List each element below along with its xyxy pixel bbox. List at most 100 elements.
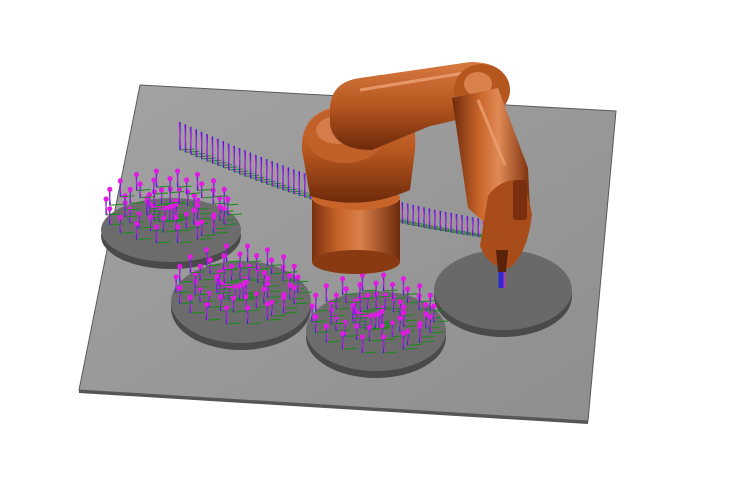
frame-point [405, 328, 411, 334]
frame-point [405, 286, 411, 292]
frame-point [117, 178, 123, 184]
frame-point [199, 181, 205, 187]
frame-axis [361, 274, 364, 292]
frame-axis [356, 338, 371, 341]
frame-axis [159, 220, 174, 223]
frame-point [382, 292, 388, 299]
frame-point [397, 299, 403, 305]
frame-point [151, 177, 157, 183]
frame-axis [419, 340, 434, 343]
frame-axis [254, 154, 258, 181]
frame-point [173, 214, 179, 220]
frame-point [207, 257, 213, 263]
frame-axis [108, 208, 112, 225]
frame-axis [200, 278, 215, 281]
frame-axis [178, 266, 182, 283]
frame-axis [206, 264, 221, 267]
frame-point [380, 334, 387, 340]
frame-axis [289, 288, 304, 291]
frame-axis [186, 226, 201, 229]
frame-point [203, 301, 210, 307]
frame-axis [108, 189, 112, 206]
frame-point [218, 294, 224, 300]
frame-point [195, 197, 201, 203]
frame-axis [385, 307, 400, 310]
frame-point [225, 196, 231, 202]
frame-axis [256, 268, 271, 271]
frame-axis [220, 309, 235, 312]
frame-axis [315, 331, 330, 334]
frame-point [197, 285, 203, 291]
disc-3 [306, 291, 446, 378]
frame-axis [211, 136, 214, 164]
frame-point [269, 299, 275, 305]
frame-point [197, 263, 203, 269]
frame-axis [177, 241, 192, 244]
frame-axis [425, 326, 441, 329]
table-edge [79, 390, 588, 424]
frame-axis [169, 191, 185, 194]
frame-point [339, 330, 346, 336]
frame-axis [232, 145, 236, 173]
frame-point [177, 263, 183, 269]
frame-axis [155, 171, 158, 188]
frame-axis [341, 333, 344, 350]
frame-axis [326, 300, 341, 303]
frame-point [366, 324, 373, 330]
frame-point [390, 281, 396, 288]
frame-axis [212, 217, 216, 234]
frame-axis [226, 198, 230, 216]
frame-axis [455, 214, 459, 234]
frame-axis [209, 305, 224, 308]
frame-point [400, 276, 407, 282]
frame-point [264, 247, 271, 253]
frame-point [291, 285, 297, 291]
frame-axis [276, 163, 280, 189]
frame-axis [324, 285, 328, 302]
frame-point [265, 281, 271, 287]
frame-point [221, 186, 227, 192]
frame-point [174, 168, 181, 174]
frame-axis [283, 271, 298, 274]
frame-point [217, 203, 223, 210]
frame-axis [359, 297, 374, 300]
frame-point [362, 312, 368, 318]
frame-axis [213, 231, 228, 234]
frame-axis [267, 290, 282, 293]
frame-point [194, 171, 201, 178]
frame-axis [466, 216, 469, 236]
frame-axis [433, 209, 437, 230]
frame-axis [155, 226, 158, 243]
frame-axis [224, 223, 239, 226]
frame-axis [109, 203, 124, 206]
frame-axis [345, 334, 360, 337]
frame-axis [247, 322, 262, 325]
frame-axis [417, 206, 421, 227]
frame-point [184, 177, 190, 183]
frame-point [107, 186, 113, 192]
frame-point [357, 282, 363, 288]
frame-point [313, 314, 319, 320]
frame-axis [342, 293, 357, 296]
frame-axis [179, 280, 194, 283]
frame-axis [406, 203, 410, 225]
frame-axis [246, 245, 249, 263]
frame-axis [297, 171, 301, 196]
frame-axis [239, 266, 255, 269]
frame-axis [194, 208, 209, 211]
frame-point [417, 323, 423, 329]
frame-point [269, 257, 275, 263]
frame-axis [271, 314, 286, 317]
frame-axis [310, 305, 314, 323]
frame-point [243, 294, 249, 300]
frame-axis [118, 180, 122, 197]
frame-axis [205, 134, 209, 162]
frame-axis [444, 211, 448, 232]
frame-point [223, 305, 230, 311]
frame-axis [196, 174, 199, 191]
frame-point [244, 305, 251, 311]
frame-point [261, 286, 267, 292]
frame-point [287, 282, 293, 288]
